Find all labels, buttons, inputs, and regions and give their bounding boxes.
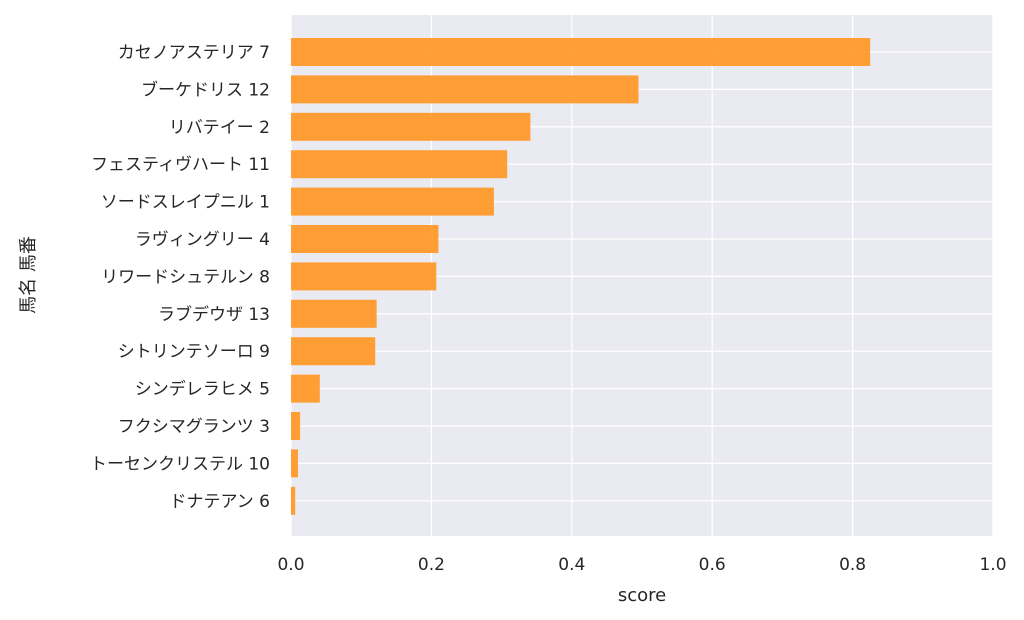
x-tick-label: 0.0: [277, 555, 304, 575]
x-tick-label: 0.2: [418, 555, 445, 575]
y-axis-title: 馬名 馬番: [18, 236, 39, 314]
bar: [291, 449, 299, 478]
y-tick-label: トーセンクリステル 10: [90, 454, 270, 474]
y-tick-label: ドナテアン 6: [169, 492, 270, 512]
x-tick-label: 0.8: [839, 555, 866, 575]
y-tick-label: フェスティヴハート 11: [91, 155, 270, 175]
y-tick-label: カセノアステリア 7: [118, 43, 270, 63]
bar: [291, 150, 508, 179]
bar: [291, 412, 301, 440]
x-axis-title: score: [618, 585, 666, 606]
y-tick-label: フクシマグランツ 3: [118, 417, 270, 437]
bar: [291, 337, 376, 366]
bar: [291, 75, 639, 104]
y-tick-labels: カセノアステリア 7 ブーケドリス 12 リバテイー 2 フェスティヴハート 11 ソー…: [90, 43, 270, 512]
y-tick-label: ソードスレイプニル 1: [101, 193, 270, 213]
y-tick-label: リワードシュテルン 8: [101, 267, 270, 287]
bar: [291, 38, 871, 66]
bars: [291, 38, 871, 515]
bar: [291, 187, 494, 216]
y-tick-label: シトリンテソーロ 9: [118, 342, 270, 362]
y-tick-label: シンデレラヒメ 5: [135, 379, 270, 400]
bar: [291, 374, 320, 403]
bar: [291, 112, 531, 141]
y-tick-label: ラヴィングリー 4: [135, 230, 270, 250]
x-tick-label: 0.6: [699, 555, 726, 575]
x-tick-label: 0.4: [558, 555, 585, 575]
y-tick-label: ラブデウザ 13: [158, 304, 270, 325]
y-tick-label: ブーケドリス 12: [141, 79, 270, 100]
x-tick-labels: 0.0 0.2 0.4 0.6 0.8 1.0: [277, 555, 1006, 575]
y-tick-label: リバテイー 2: [169, 118, 270, 138]
bar: [291, 486, 296, 515]
bar: [291, 299, 377, 328]
x-tick-label: 1.0: [979, 555, 1006, 575]
bar: [291, 262, 437, 291]
bar: [291, 225, 439, 253]
